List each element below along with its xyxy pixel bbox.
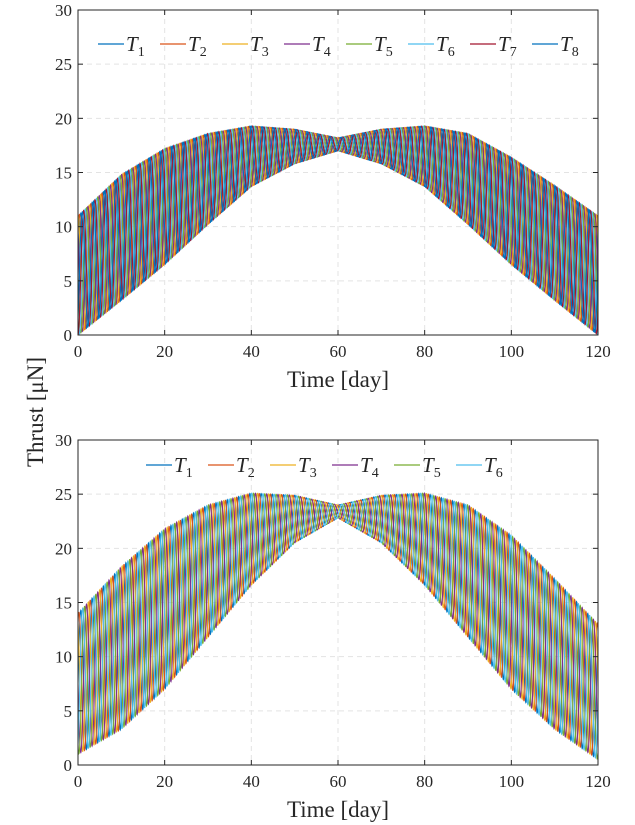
x-tick-label: 120 [585, 342, 611, 361]
x-tick-label: 100 [499, 342, 525, 361]
x-axis-label: Time [day] [287, 797, 389, 822]
legend-entry-1: T1 [126, 32, 145, 60]
y-tick-label: 15 [55, 164, 72, 183]
x-tick-label: 80 [416, 772, 433, 791]
legend-entry-1: T1 [174, 453, 193, 481]
y-tick-label: 30 [55, 431, 72, 450]
y-tick-label: 30 [55, 1, 72, 20]
x-tick-label: 20 [156, 342, 173, 361]
y-tick-label: 0 [64, 326, 73, 345]
legend-entry-2: T2 [188, 32, 207, 60]
legend-entry-5: T5 [374, 32, 393, 60]
series-line-2 [78, 492, 598, 756]
legend: T1 T2 T3 T4 T5 T6 T7 T8 [98, 32, 579, 60]
x-tick-label: 0 [74, 772, 83, 791]
y-tick-label: 10 [55, 648, 72, 667]
y-tick-label: 20 [55, 539, 72, 558]
series-group [78, 125, 598, 335]
x-tick-label: 60 [330, 342, 347, 361]
series-line-3 [78, 492, 598, 756]
legend-entry-3: T3 [250, 32, 269, 60]
legend-entry-6: T6 [436, 32, 455, 60]
x-tick-label: 40 [243, 772, 260, 791]
legend-entry-8: T8 [560, 32, 579, 60]
x-tick-label: 100 [499, 772, 525, 791]
legend-entry-4: T4 [312, 32, 331, 60]
legend-entry-4: T4 [360, 453, 379, 481]
x-tick-label: 80 [416, 342, 433, 361]
x-tick-label: 0 [74, 342, 83, 361]
y-axis-label: Thrust [μN] [23, 357, 48, 467]
x-tick-label: 60 [330, 772, 347, 791]
legend-entry-7: T7 [498, 32, 517, 60]
series-line-5 [78, 492, 598, 760]
x-axis-label: Time [day] [287, 367, 389, 392]
y-tick-label: 5 [64, 702, 73, 721]
series-line-6 [78, 492, 598, 759]
series-group [78, 492, 598, 760]
legend-entry-5: T5 [422, 453, 441, 481]
y-tick-label: 5 [64, 272, 73, 291]
y-tick-label: 25 [55, 55, 72, 74]
legend-entry-3: T3 [298, 453, 317, 481]
y-tick-label: 10 [55, 218, 72, 237]
series-line-8 [78, 125, 598, 334]
y-tick-label: 20 [55, 109, 72, 128]
y-tick-label: 0 [64, 756, 73, 775]
x-tick-label: 120 [585, 772, 611, 791]
y-tick-label: 25 [55, 485, 72, 504]
legend-entry-2: T2 [236, 453, 255, 481]
legend-entry-6: T6 [484, 453, 503, 481]
legend: T1 T2 T3 T4 T5 T6 [146, 453, 503, 481]
x-tick-label: 40 [243, 342, 260, 361]
y-tick-label: 15 [55, 594, 72, 613]
x-tick-label: 20 [156, 772, 173, 791]
